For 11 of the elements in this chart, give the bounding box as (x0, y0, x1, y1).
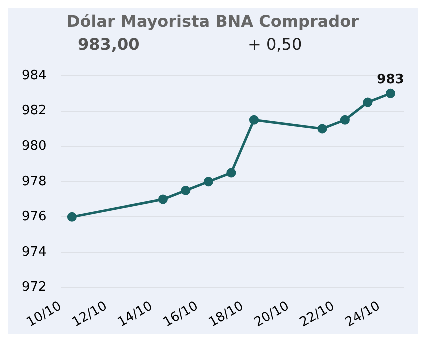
y-tick-label: 980 (22, 138, 47, 154)
chart-title: Dólar Mayorista BNA Comprador (66, 11, 360, 31)
text: + 0,50 (248, 35, 304, 54)
y-tick-label: 972 (22, 280, 47, 296)
y-tick-label: 978 (22, 174, 47, 190)
text: 983,00 (77, 35, 141, 54)
data-label: 983 (377, 72, 404, 88)
y-tick-label: 984 (22, 68, 47, 84)
y-tick-label: 976 (22, 210, 47, 225)
y-tick-label: 974 (22, 244, 47, 260)
y-tick-label: 982 (22, 104, 47, 119)
